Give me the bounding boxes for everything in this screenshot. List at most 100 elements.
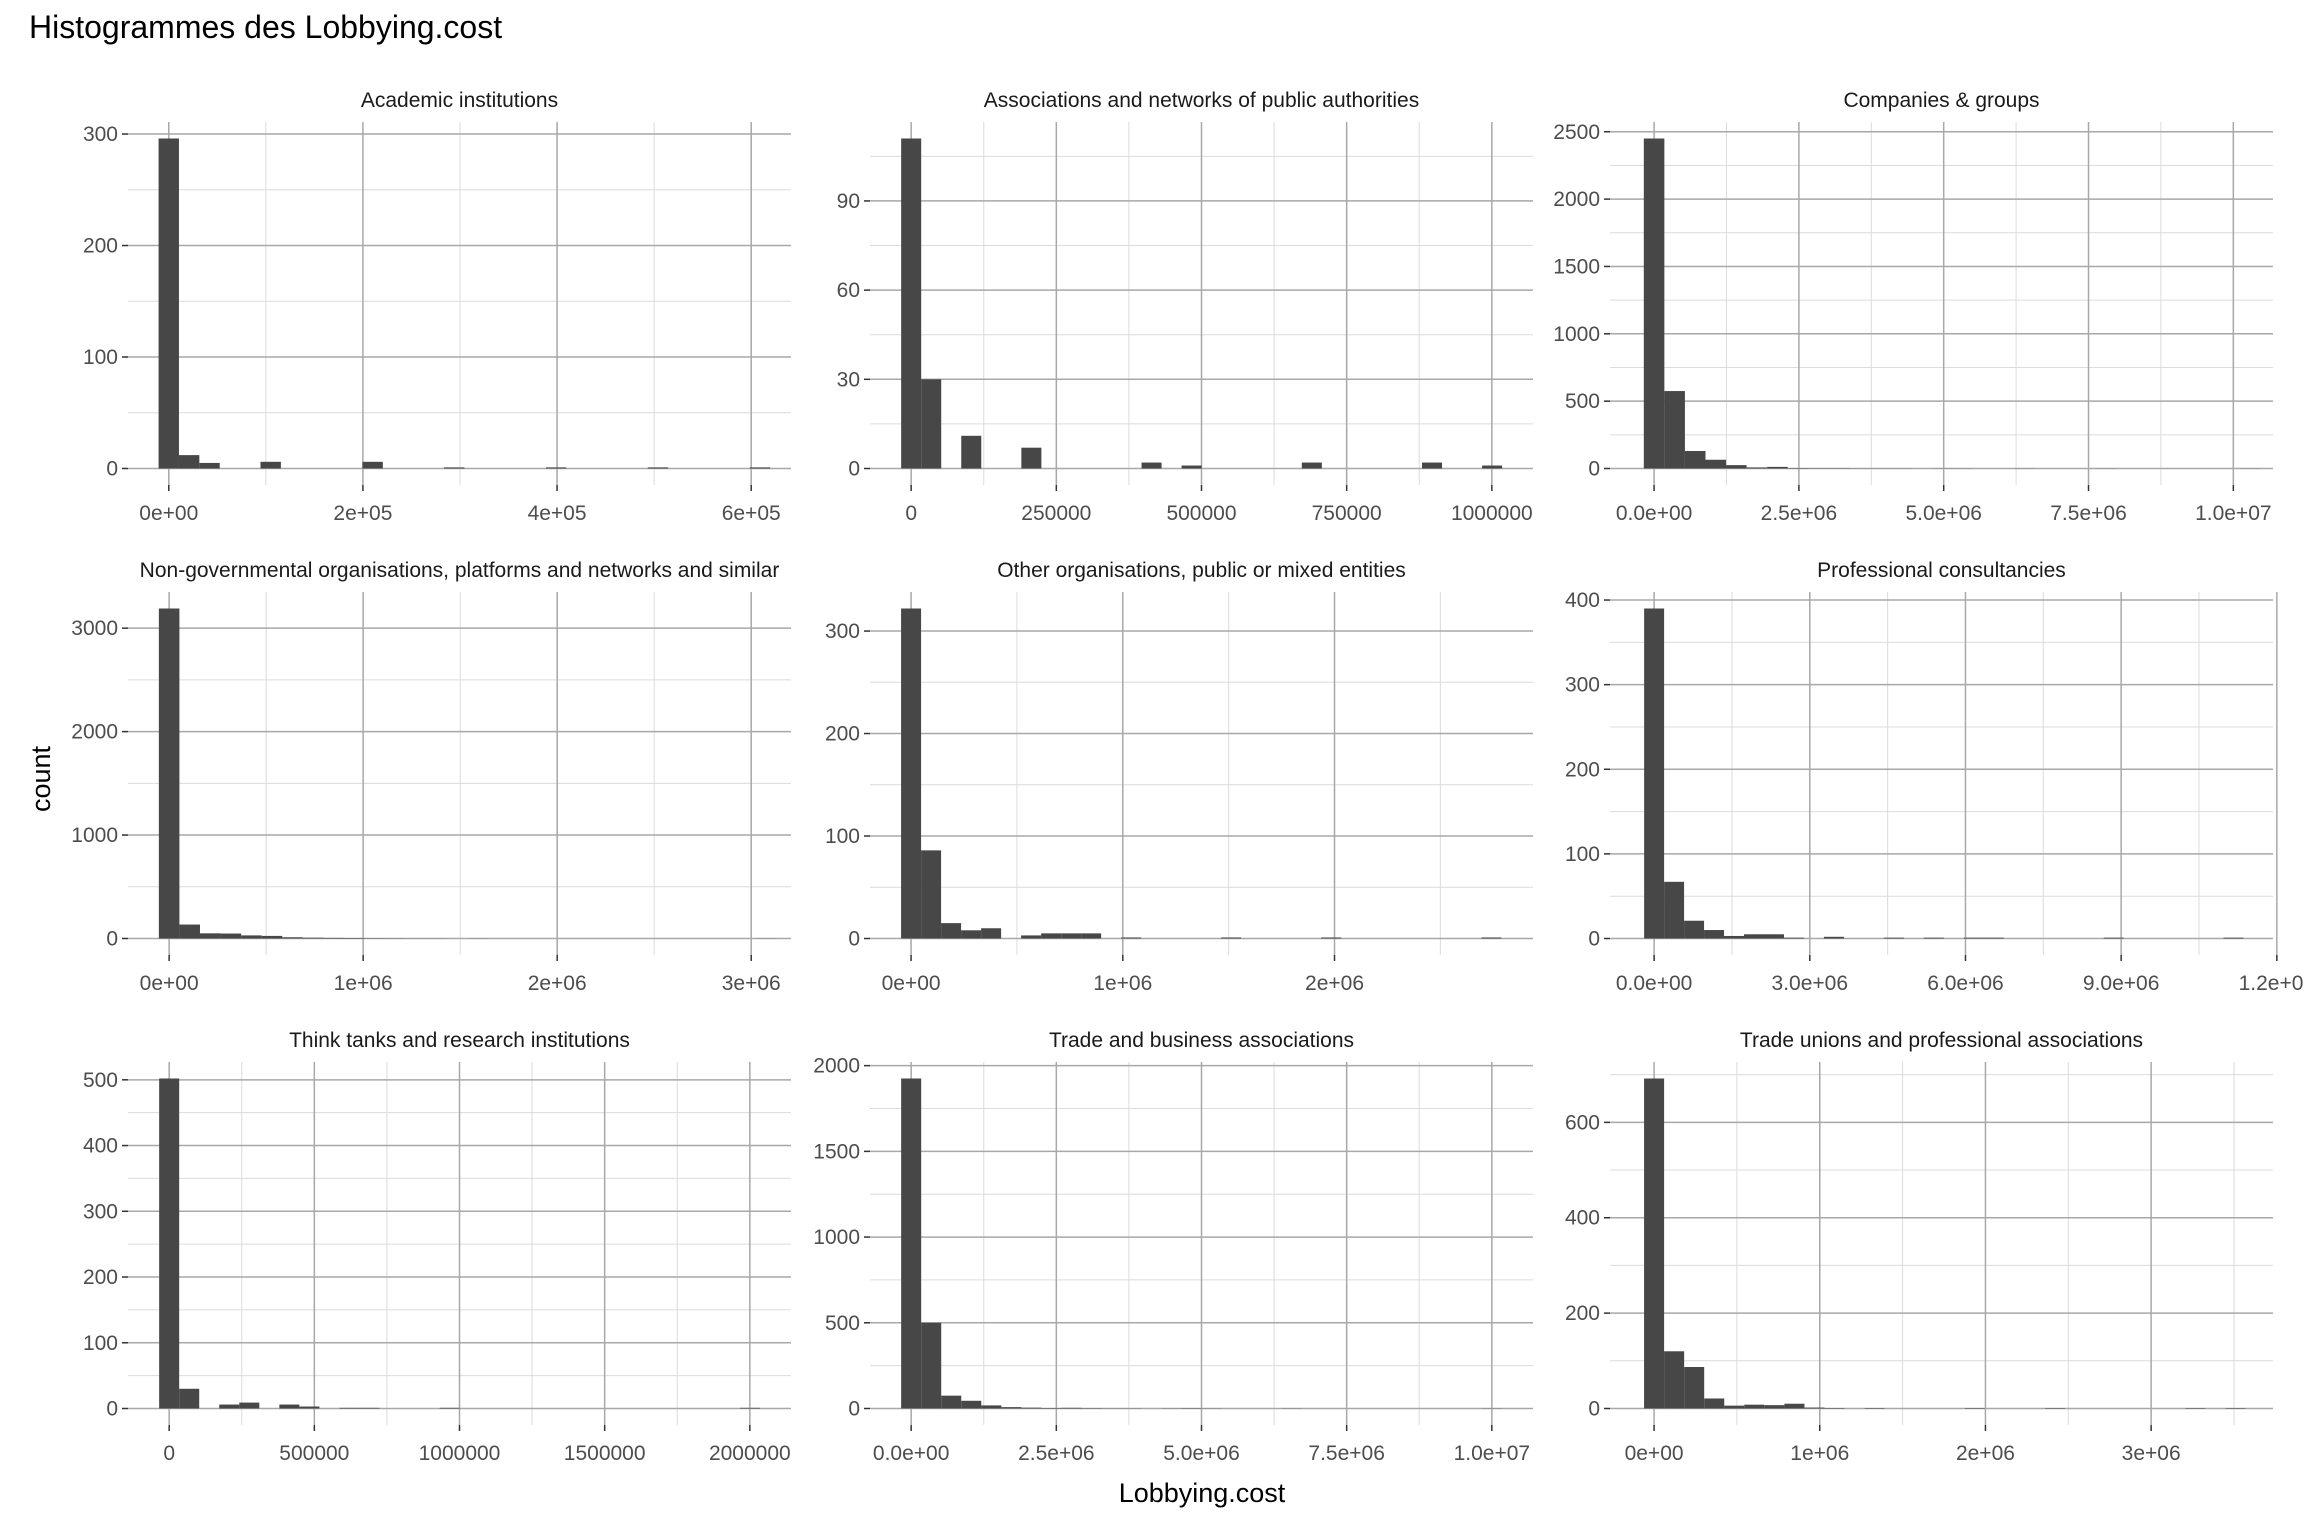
bar xyxy=(1482,465,1503,469)
y-tick-label: 200 xyxy=(1565,1302,1600,1325)
y-tick-label: 100 xyxy=(83,346,118,369)
x-tick-label: 250000 xyxy=(1021,502,1091,525)
x-tick-label: 2e+05 xyxy=(333,502,392,525)
x-tick-label: 7.5e+06 xyxy=(2050,502,2127,525)
y-tick-label: 400 xyxy=(83,1135,118,1158)
panel-title: Companies & groups xyxy=(1843,89,2039,112)
bar xyxy=(1181,465,1202,469)
bar xyxy=(749,467,771,469)
panel-title: Think tanks and research institutions xyxy=(289,1029,630,1052)
y-axis-label: count xyxy=(26,745,56,812)
panel-title: Associations and networks of public auth… xyxy=(984,89,1419,112)
y-tick-label: 1000 xyxy=(813,1226,860,1249)
x-tick-label: 0e+00 xyxy=(140,972,199,995)
x-tick-label: 5.0e+06 xyxy=(1163,1442,1240,1465)
x-tick-label: 7.5e+06 xyxy=(1308,1442,1385,1465)
y-tick-label: 500 xyxy=(83,1069,118,1092)
bar xyxy=(1684,920,1705,939)
y-tick-label: 300 xyxy=(83,1200,118,1223)
bar xyxy=(179,1388,200,1409)
bar xyxy=(921,379,942,469)
x-tick-label: 3.0e+06 xyxy=(1772,972,1849,995)
x-tick-label: 2000000 xyxy=(709,1442,791,1465)
bar xyxy=(443,467,465,469)
panel-title: Other organisations, public or mixed ent… xyxy=(997,559,1406,582)
bar xyxy=(1726,465,1747,469)
y-tick-label: 2000 xyxy=(813,1055,860,1078)
y-tick-label: 60 xyxy=(837,279,860,302)
x-tick-label: 0.0e+00 xyxy=(873,1442,950,1465)
bar xyxy=(239,1402,260,1409)
panel-title: Academic institutions xyxy=(361,89,558,112)
bar xyxy=(1783,937,1804,939)
y-tick-label: 0 xyxy=(848,928,860,951)
panel-title: Trade and business associations xyxy=(1049,1029,1354,1052)
x-axis-label: Lobbying.cost xyxy=(1119,1478,1286,1508)
bar xyxy=(1644,1078,1665,1409)
y-tick-label: 2000 xyxy=(1553,188,1600,211)
y-tick-label: 500 xyxy=(1565,390,1600,413)
y-tick-label: 200 xyxy=(83,1266,118,1289)
x-tick-label: 1000000 xyxy=(1451,502,1533,525)
bar xyxy=(961,1400,982,1409)
x-tick-label: 2e+06 xyxy=(1305,972,1364,995)
bar xyxy=(1664,881,1685,939)
y-tick-label: 100 xyxy=(825,825,860,848)
y-tick-label: 3000 xyxy=(71,617,118,640)
bar xyxy=(220,933,242,939)
y-tick-label: 0 xyxy=(106,458,118,481)
y-tick-label: 1000 xyxy=(1553,323,1600,346)
bar xyxy=(158,138,179,469)
bar xyxy=(178,455,200,469)
bar xyxy=(921,850,942,939)
panel: 0 200 400 600 0e+00 1e+06 2e+06 3e+06 Trade unio… xyxy=(1565,1029,2273,1465)
x-tick-label: 0e+00 xyxy=(139,502,198,525)
bar xyxy=(219,1404,240,1409)
bar xyxy=(439,1407,460,1409)
x-tick-label: 0.0e+00 xyxy=(1616,502,1693,525)
bar xyxy=(1644,608,1665,939)
bar xyxy=(299,1406,320,1409)
bar xyxy=(260,461,281,469)
y-tick-label: 500 xyxy=(825,1312,860,1335)
bar xyxy=(339,1407,360,1409)
panel: 0 500 1000 1500 2000 2500 0.0e+00 2.5e+06 5.0e+0… xyxy=(1553,89,2273,525)
y-tick-label: 0 xyxy=(1588,1398,1600,1421)
bar xyxy=(1021,1407,1042,1409)
y-tick-label: 100 xyxy=(83,1332,118,1355)
x-tick-label: 1500000 xyxy=(564,1442,646,1465)
bar xyxy=(1321,937,1342,939)
panel-title: Professional consultancies xyxy=(1817,559,2066,582)
bar xyxy=(1823,936,1844,939)
x-tick-label: 2e+06 xyxy=(528,972,587,995)
bar xyxy=(901,608,922,939)
bar xyxy=(199,933,221,939)
panel: 0 30 60 90 0 250000 500000 750000 1000000 Associa… xyxy=(837,89,1533,525)
bar xyxy=(1724,1405,1745,1409)
panel-title: Trade unions and professional associatio… xyxy=(1740,1029,2143,1052)
bar xyxy=(901,138,922,469)
x-tick-label: 0 xyxy=(905,502,917,525)
bar xyxy=(282,937,303,939)
bar xyxy=(362,461,383,469)
x-tick-label: 500000 xyxy=(1166,502,1236,525)
x-tick-label: 2.5e+06 xyxy=(1018,1442,1095,1465)
bar xyxy=(740,1407,761,1409)
chart-title: Histogrammes des Lobbying.cost xyxy=(29,9,502,45)
bar xyxy=(1705,459,1727,469)
bar xyxy=(941,1395,962,1409)
bar xyxy=(1021,935,1042,939)
bar xyxy=(1704,930,1725,939)
x-tick-label: 0 xyxy=(163,1442,175,1465)
x-tick-label: 500000 xyxy=(279,1442,349,1465)
bar xyxy=(1684,450,1706,469)
bar xyxy=(179,924,200,939)
bar xyxy=(1746,467,1768,469)
bar xyxy=(302,937,324,939)
y-tick-label: 200 xyxy=(1565,758,1600,781)
x-tick-label: 2.5e+06 xyxy=(1761,502,1838,525)
y-tick-label: 300 xyxy=(1565,674,1600,697)
bar xyxy=(261,935,283,939)
bar xyxy=(545,467,567,469)
